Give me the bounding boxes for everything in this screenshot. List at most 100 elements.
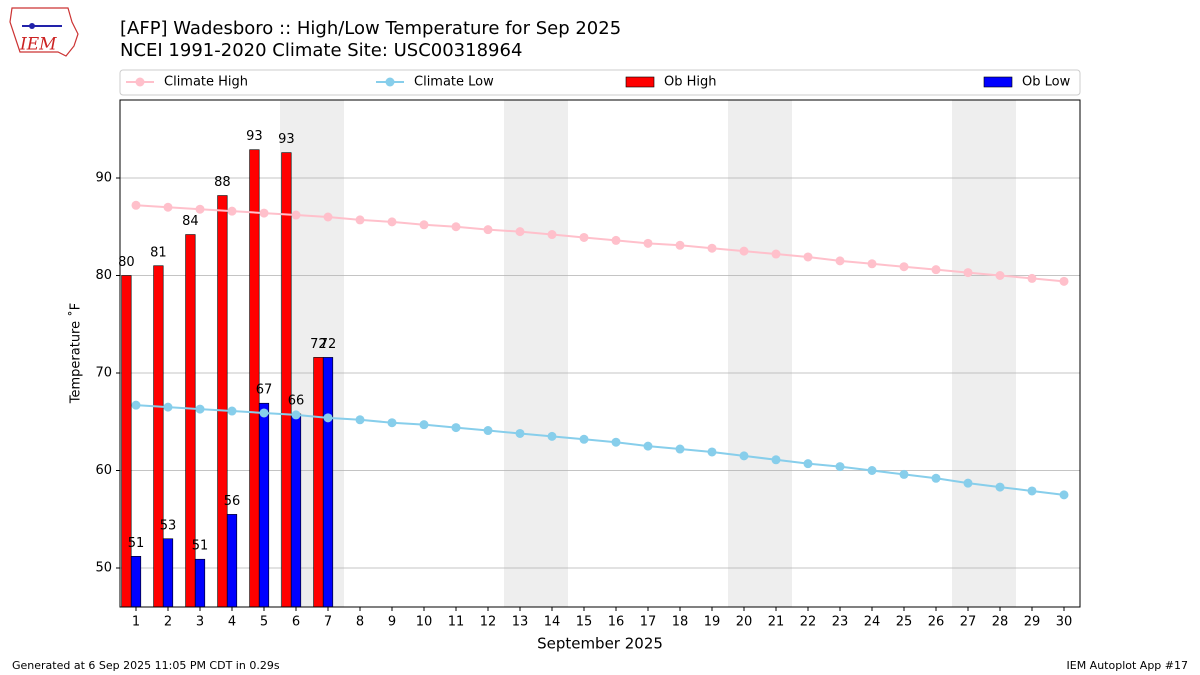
point xyxy=(643,441,653,451)
point xyxy=(547,230,557,240)
point xyxy=(707,447,717,457)
point xyxy=(291,210,301,220)
x-tick-label: 16 xyxy=(608,615,625,630)
data-label: 51 xyxy=(128,536,145,551)
point xyxy=(931,265,941,275)
x-tick-label: 24 xyxy=(864,615,881,630)
point xyxy=(611,437,621,447)
x-tick-label: 8 xyxy=(356,615,364,630)
data-label: 81 xyxy=(150,245,167,260)
data-label: 51 xyxy=(192,539,209,554)
x-tick-label: 30 xyxy=(1056,615,1073,630)
data-label: 67 xyxy=(256,383,273,398)
point xyxy=(515,227,525,237)
point xyxy=(259,208,269,218)
x-tick-label: 25 xyxy=(896,615,913,630)
y-tick-label: 60 xyxy=(95,463,112,478)
line xyxy=(135,404,1065,496)
logo-outline xyxy=(9,7,79,57)
point xyxy=(419,220,429,230)
point xyxy=(867,466,877,475)
point xyxy=(675,444,685,454)
point xyxy=(771,249,781,259)
point xyxy=(195,204,205,214)
y-tick-label: 90 xyxy=(95,171,112,186)
bar xyxy=(322,357,334,608)
data-label: 72 xyxy=(320,337,337,352)
data-label: 66 xyxy=(288,393,305,408)
x-tick-label: 23 xyxy=(832,615,849,630)
bar xyxy=(194,558,206,608)
point xyxy=(259,408,269,418)
x-tick-label: 19 xyxy=(704,615,721,630)
plot-frame xyxy=(119,99,1081,608)
point xyxy=(835,462,845,472)
point xyxy=(1059,490,1069,500)
point xyxy=(451,423,461,433)
point xyxy=(611,235,621,245)
legend-label: Ob Low xyxy=(1022,75,1071,90)
bar xyxy=(121,275,132,608)
point xyxy=(835,256,845,266)
point xyxy=(739,451,749,461)
data-label: 80 xyxy=(118,255,135,270)
point xyxy=(419,420,429,430)
data-label: 56 xyxy=(224,494,241,509)
data-label: 84 xyxy=(182,214,199,229)
point xyxy=(739,246,749,256)
x-tick-label: 20 xyxy=(736,615,753,630)
chart-subtitle: NCEI 1991-2020 Climate Site: USC00318964 xyxy=(120,40,522,61)
y-tick-label: 50 xyxy=(95,561,112,576)
point xyxy=(1059,276,1069,286)
legend-swatch xyxy=(625,76,655,88)
point xyxy=(803,459,813,469)
bar xyxy=(313,357,324,608)
point xyxy=(515,428,525,438)
x-tick-label: 15 xyxy=(576,615,593,630)
bar xyxy=(130,555,142,608)
point xyxy=(163,202,173,212)
point xyxy=(291,410,301,420)
x-axis-label: September 2025 xyxy=(537,635,663,653)
x-tick-label: 28 xyxy=(992,615,1009,630)
x-tick-label: 5 xyxy=(260,615,268,630)
point xyxy=(483,225,493,235)
legend-box xyxy=(119,69,1081,96)
point xyxy=(1027,273,1037,283)
point xyxy=(931,473,941,483)
point xyxy=(643,238,653,248)
bar xyxy=(217,195,228,608)
point xyxy=(227,406,237,416)
x-tick-label: 14 xyxy=(544,615,561,630)
x-tick-label: 6 xyxy=(292,615,300,630)
point xyxy=(451,222,461,232)
y-tick-label: 70 xyxy=(95,366,112,381)
footer-right: IEM Autoplot App #17 xyxy=(1067,659,1189,672)
point xyxy=(995,482,1005,492)
point xyxy=(355,415,365,425)
point xyxy=(547,431,557,441)
bar xyxy=(226,514,238,608)
point xyxy=(387,418,397,428)
data-label: 93 xyxy=(246,129,263,144)
bar xyxy=(281,152,292,608)
x-tick-label: 11 xyxy=(448,615,465,630)
bar xyxy=(162,538,174,608)
bar xyxy=(153,265,164,608)
x-tick-label: 9 xyxy=(388,615,396,630)
point xyxy=(899,469,909,479)
x-tick-label: 4 xyxy=(228,615,236,630)
point xyxy=(579,434,589,444)
legend: Climate High Climate Low Ob High Ob Low xyxy=(119,69,1081,96)
bar xyxy=(249,149,260,608)
legend-swatch xyxy=(983,76,1013,88)
point xyxy=(131,200,141,210)
x-tick-label: 1 xyxy=(132,615,140,630)
x-tick-label: 22 xyxy=(800,615,817,630)
x-tick-label: 17 xyxy=(640,615,657,630)
point xyxy=(675,240,685,250)
point xyxy=(707,243,717,253)
point xyxy=(867,259,877,269)
point xyxy=(163,402,173,412)
legend-label: Ob High xyxy=(664,75,717,90)
